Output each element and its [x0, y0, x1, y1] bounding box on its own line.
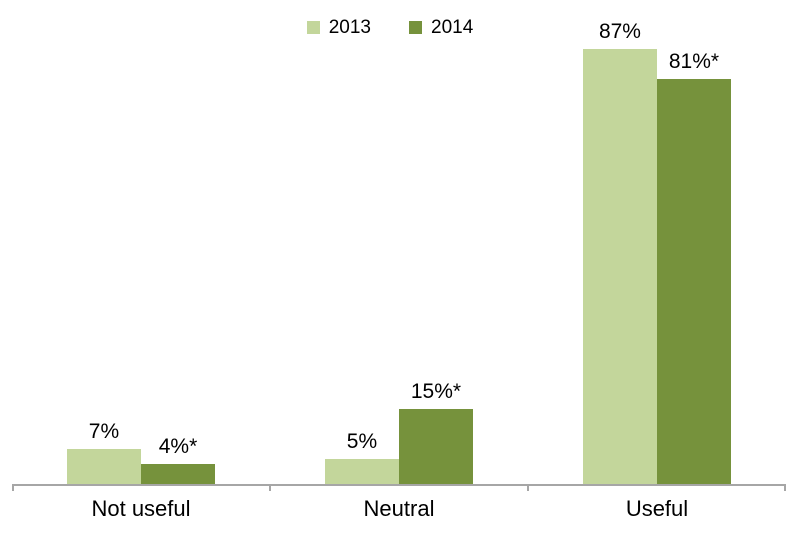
bar-value-label: 81%* — [668, 50, 720, 73]
bar-2014: 4%* — [140, 436, 215, 484]
legend-swatch-2013 — [306, 21, 320, 34]
bar-group: 7% 4%* — [12, 0, 270, 484]
bar-2014: 81%* — [656, 51, 731, 484]
axis-tick — [784, 484, 786, 491]
bar-2013: 7% — [66, 421, 141, 484]
category-label: Neutral — [363, 496, 435, 521]
legend-item-2014: 2014 — [409, 18, 473, 37]
legend-swatch-2014 — [409, 21, 422, 34]
plot-area: 7% 4%* 5% 15%* 87% 81%* — [12, 0, 786, 491]
legend-label-2013: 2013 — [328, 17, 371, 38]
bar-value-label: 15%* — [410, 380, 462, 403]
bar-value-label: 7% — [88, 420, 120, 443]
bar-value-label: 5% — [346, 430, 378, 453]
legend-label-2014: 2014 — [431, 17, 474, 38]
category-axis-labels: Not useful Neutral Useful — [12, 496, 786, 522]
axis-tick — [526, 484, 529, 491]
bar-2013: 87% — [582, 21, 657, 484]
legend: 2013 2014 — [0, 18, 780, 37]
bar-group: 87% 81%* — [528, 0, 786, 484]
bar-group: 5% 15%* — [270, 0, 528, 484]
bar-2013: 5% — [324, 431, 399, 484]
axis-tick — [268, 484, 271, 491]
axis-tick — [12, 484, 14, 491]
bar-value-label: 4%* — [158, 435, 198, 458]
category-label: Not useful — [91, 496, 191, 521]
category-label: Useful — [625, 496, 689, 521]
legend-item-2013: 2013 — [306, 17, 371, 38]
bar-2014: 15%* — [398, 381, 473, 484]
bar-value-label: 87% — [598, 20, 641, 43]
